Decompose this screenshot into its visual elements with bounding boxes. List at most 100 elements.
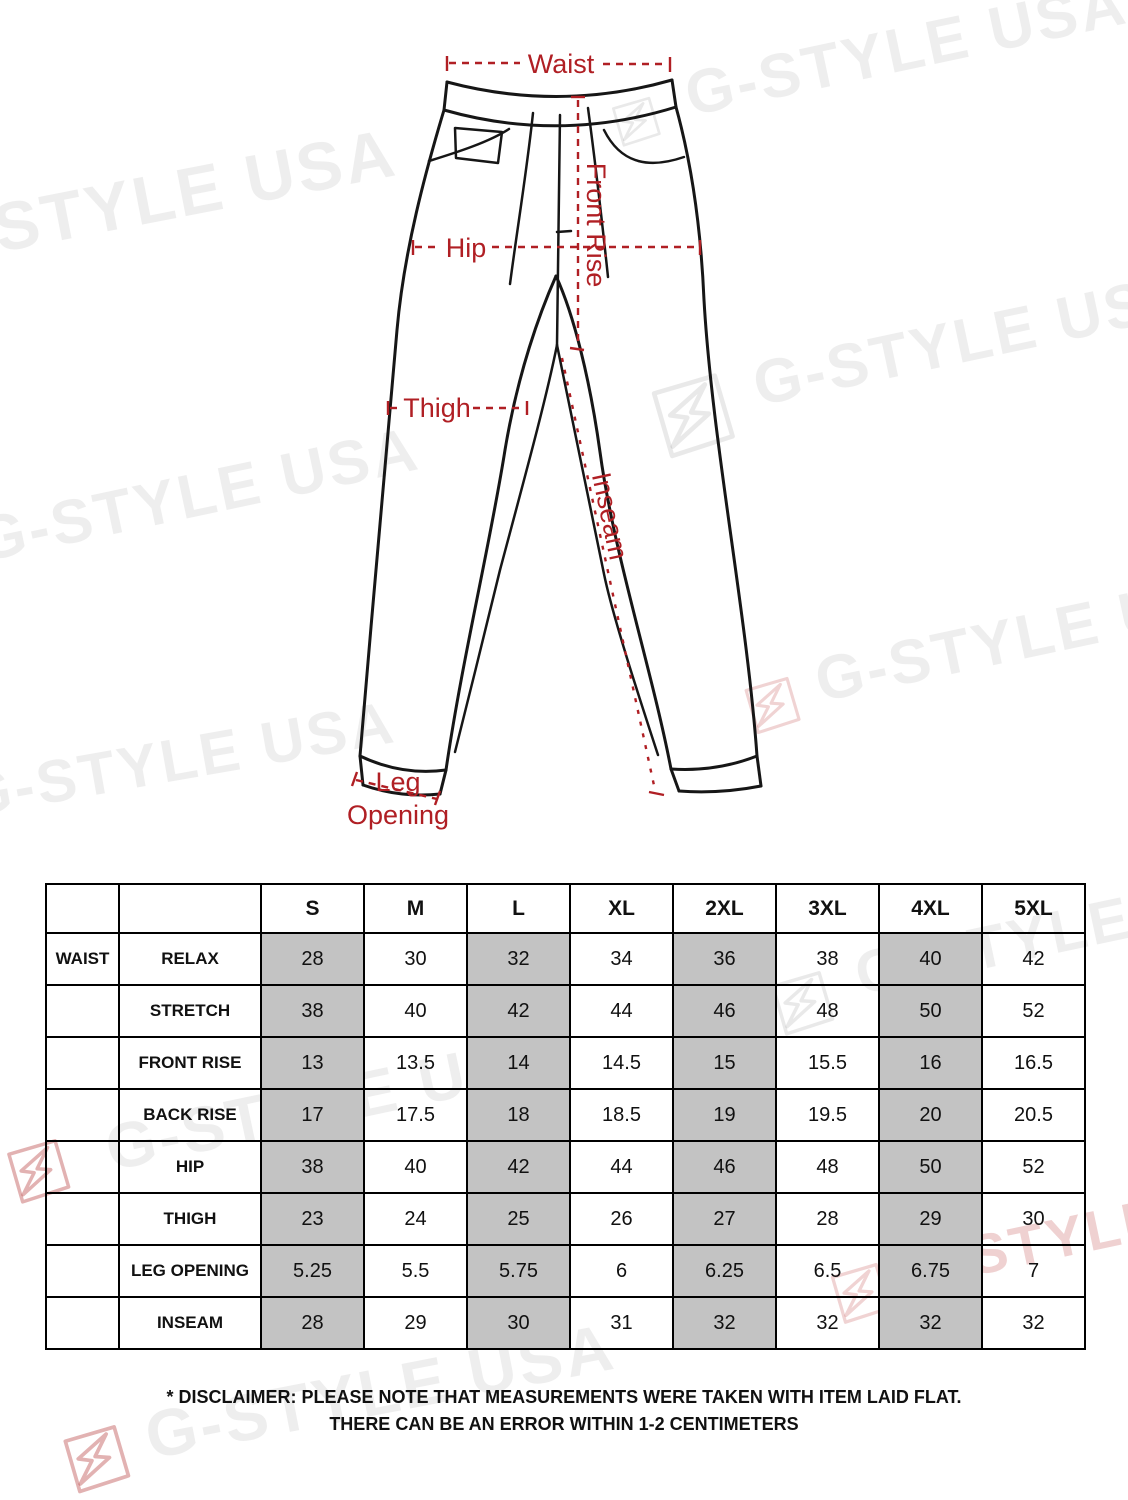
size-value-cell: 14.5 [569, 1036, 674, 1090]
size-column-header: 2XL [672, 883, 777, 934]
size-value-cell: 32 [878, 1296, 983, 1350]
size-value-cell: 20.5 [981, 1088, 1086, 1142]
leg-opening-label-line2: Opening [347, 800, 449, 830]
size-value-cell: 26 [569, 1192, 674, 1246]
disclaimer-line-1: * DISCLAIMER: PLEASE NOTE THAT MEASUREME… [166, 1387, 962, 1407]
size-value-cell: 5.25 [260, 1244, 365, 1298]
size-value-cell: 44 [569, 984, 674, 1038]
size-value-cell: 38 [260, 1140, 365, 1194]
size-value-cell: 40 [363, 984, 468, 1038]
size-value-cell: 24 [363, 1192, 468, 1246]
size-value-cell: 44 [569, 1140, 674, 1194]
size-table-row: INSEAM 28 29 30 31 32 32 32 32 [45, 1296, 1086, 1350]
size-column-header: 4XL [878, 883, 983, 934]
size-table-row: BACK RISE 17 17.5 18 18.5 19 19.5 20 20.5 [45, 1088, 1086, 1142]
measurement-group-cell [45, 1140, 120, 1194]
size-value-cell: 19.5 [775, 1088, 880, 1142]
size-value-cell: 30 [363, 932, 468, 986]
size-value-cell: 6 [569, 1244, 674, 1298]
size-value-cell: 6.75 [878, 1244, 983, 1298]
measurement-label-cell: STRETCH [118, 984, 262, 1038]
size-value-cell: 36 [672, 932, 777, 986]
size-table-row: WAIST RELAX 28 30 32 34 36 38 40 42 [45, 932, 1086, 986]
measurement-group-cell [45, 1036, 120, 1090]
measurement-label-cell: FRONT RISE [118, 1036, 262, 1090]
size-value-cell: 13.5 [363, 1036, 468, 1090]
size-table-row: STRETCH 38 40 42 44 46 48 50 52 [45, 984, 1086, 1038]
measurement-label-cell: HIP [118, 1140, 262, 1194]
size-value-cell: 32 [672, 1296, 777, 1350]
size-column-header: L [466, 883, 571, 934]
size-value-cell: 6.5 [775, 1244, 880, 1298]
size-value-cell: 6.25 [672, 1244, 777, 1298]
size-value-cell: 52 [981, 1140, 1086, 1194]
size-value-cell: 40 [878, 932, 983, 986]
size-value-cell: 5.75 [466, 1244, 571, 1298]
gstyle-logo-icon [605, 93, 666, 154]
size-table-row: HIP 38 40 42 44 46 48 50 52 [45, 1140, 1086, 1194]
size-value-cell: 52 [981, 984, 1086, 1038]
size-value-cell: 32 [466, 932, 571, 986]
measurement-label-cell: LEG OPENING [118, 1244, 262, 1298]
measurement-group-cell [45, 1296, 120, 1350]
size-value-cell: 29 [878, 1192, 983, 1246]
disclaimer-line-2: THERE CAN BE AN ERROR WITHIN 1-2 CENTIME… [329, 1414, 799, 1434]
size-value-cell: 50 [878, 1140, 983, 1194]
size-value-cell: 38 [260, 984, 365, 1038]
size-value-cell: 48 [775, 984, 880, 1038]
size-value-cell: 29 [363, 1296, 468, 1350]
measurement-label-cell: THIGH [118, 1192, 262, 1246]
size-column-header: M [363, 883, 468, 934]
size-column-header: S [260, 883, 365, 934]
size-value-cell: 15.5 [775, 1036, 880, 1090]
size-value-cell: 31 [569, 1296, 674, 1350]
size-value-cell: 42 [466, 984, 571, 1038]
size-value-cell: 50 [878, 984, 983, 1038]
size-value-cell: 17.5 [363, 1088, 468, 1142]
measurement-group-cell [45, 1192, 120, 1246]
corner-cell [45, 883, 120, 934]
size-value-cell: 28 [260, 1296, 365, 1350]
disclaimer: * DISCLAIMER: PLEASE NOTE THAT MEASUREME… [0, 1384, 1128, 1438]
corner-cell [118, 883, 262, 934]
waist-label: Waist [528, 49, 595, 79]
size-value-cell: 15 [672, 1036, 777, 1090]
size-table-row: FRONT RISE 13 13.5 14 14.5 15 15.5 16 16.5 [45, 1036, 1086, 1090]
measurement-group-cell: WAIST [45, 932, 120, 986]
size-value-cell: 30 [466, 1296, 571, 1350]
size-column-header: 3XL [775, 883, 880, 934]
size-value-cell: 28 [775, 1192, 880, 1246]
size-value-cell: 19 [672, 1088, 777, 1142]
size-column-header: 5XL [981, 883, 1086, 934]
size-value-cell: 16.5 [981, 1036, 1086, 1090]
size-value-cell: 46 [672, 1140, 777, 1194]
measurement-label-cell: RELAX [118, 932, 262, 986]
size-value-cell: 32 [981, 1296, 1086, 1350]
size-value-cell: 46 [672, 984, 777, 1038]
gstyle-logo-icon [639, 366, 743, 470]
leg-opening-label: Leg [375, 767, 420, 797]
size-value-cell: 25 [466, 1192, 571, 1246]
size-value-cell: 40 [363, 1140, 468, 1194]
size-value-cell: 18 [466, 1088, 571, 1142]
size-value-cell: 18.5 [569, 1088, 674, 1142]
size-value-cell: 27 [672, 1192, 777, 1246]
size-value-cell: 23 [260, 1192, 365, 1246]
pants-outline [358, 78, 763, 797]
thigh-label: Thigh [403, 393, 471, 423]
measurement-group-cell [45, 1088, 120, 1142]
measurement-group-cell [45, 984, 120, 1038]
measurement-label-cell: INSEAM [118, 1296, 262, 1350]
size-table: S M L XL 2XL 3XL 4XL 5XL WAIST RELAX 28 30 32 34 36 38 4… [45, 883, 1086, 1350]
hip-label: Hip [446, 233, 487, 263]
size-value-cell: 5.5 [363, 1244, 468, 1298]
size-value-cell: 20 [878, 1088, 983, 1142]
size-value-cell: 34 [569, 932, 674, 986]
size-value-cell: 30 [981, 1192, 1086, 1246]
front-rise-label: Front Rise [581, 163, 611, 288]
size-column-header: XL [569, 883, 674, 934]
size-value-cell: 13 [260, 1036, 365, 1090]
size-value-cell: 28 [260, 932, 365, 986]
gstyle-logo-icon [53, 1419, 137, 1500]
